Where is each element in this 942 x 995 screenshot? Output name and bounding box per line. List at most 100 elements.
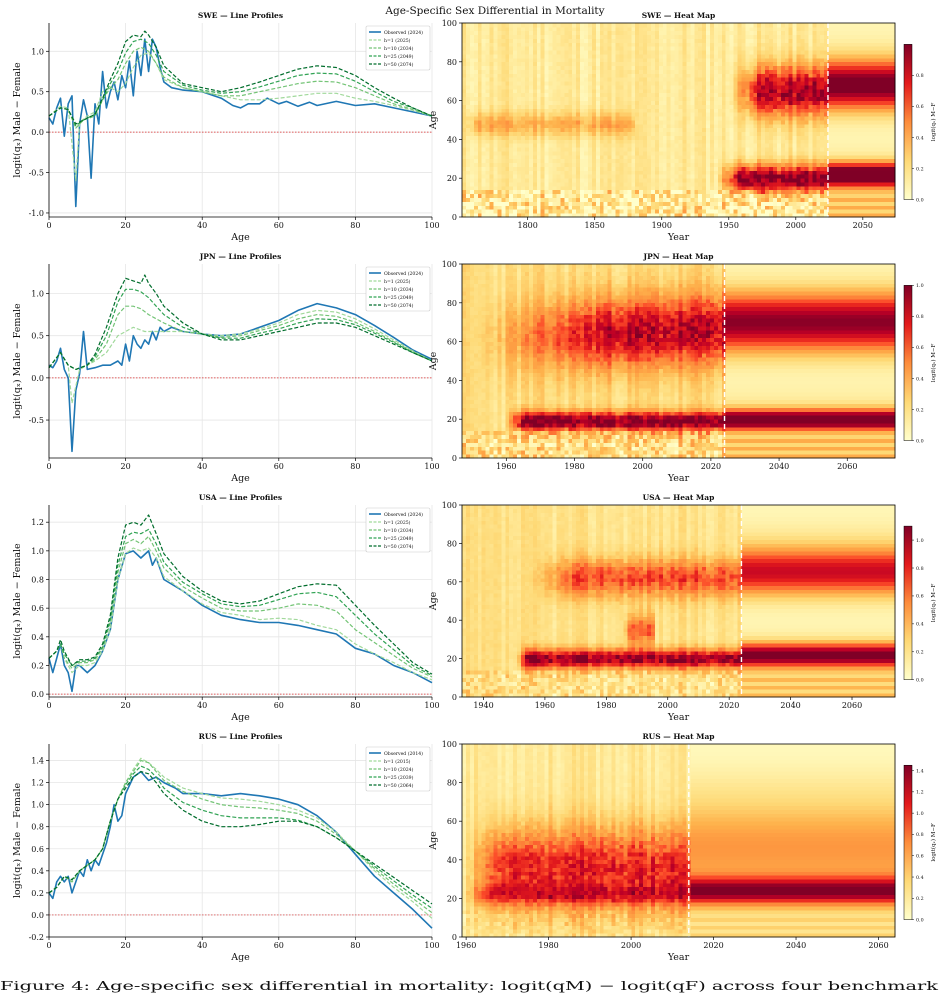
heatmap-cell [635, 104, 639, 108]
heatmap-cell [556, 97, 560, 101]
heatmap-cell [812, 136, 816, 140]
heatmap-cell [497, 81, 501, 85]
heatmap-cell [513, 163, 517, 167]
heatmap-cell [600, 89, 604, 93]
heatmap-cell [781, 23, 785, 27]
heatmap-cell [576, 163, 580, 167]
heatmap-cell [663, 116, 667, 120]
heatmap-cell [753, 35, 757, 39]
heatmap-cell [840, 104, 844, 108]
heatmap-cell [702, 198, 706, 202]
heatmap-cell [537, 77, 541, 81]
heatmap-cell [745, 151, 749, 155]
heatmap-cell [513, 120, 517, 124]
heatmap-cell [647, 151, 651, 155]
heatmap-cell [757, 163, 761, 167]
heatmap-cell [584, 97, 588, 101]
heatmap-cell [505, 85, 509, 89]
heatmap-cell [466, 159, 470, 163]
heatmap-cell [639, 62, 643, 66]
heatmap-cell [671, 174, 675, 178]
heatmap-cell [832, 139, 836, 143]
heatmap-cell [592, 147, 596, 151]
heatmap-cell [635, 58, 639, 62]
heatmap-cell [588, 104, 592, 108]
heatmap-cell [773, 77, 777, 81]
heatmap-cell [785, 136, 789, 140]
heatmap-cell [521, 104, 525, 108]
heatmap-cell [509, 35, 513, 39]
heatmap-cell [556, 116, 560, 120]
heatmap-cell [556, 167, 560, 171]
heatmap-cell [474, 70, 478, 74]
heatmap-cell [482, 23, 486, 27]
heatmap-cell [820, 174, 824, 178]
heatmap-cell [706, 209, 710, 213]
heatmap-cell [549, 198, 553, 202]
heatmap-cell [462, 139, 466, 143]
heatmap-cell [647, 89, 651, 93]
heatmap-cell [509, 31, 513, 35]
heatmap-cell [513, 155, 517, 159]
heatmap-cell [671, 120, 675, 124]
heatmap-cell [486, 163, 490, 167]
heatmap-cell [710, 120, 714, 124]
heatmap-cell [474, 58, 478, 62]
heatmap-cell [797, 178, 801, 182]
heatmap-cell [635, 101, 639, 105]
heatmap-cell [804, 143, 808, 147]
heatmap-cell [462, 39, 466, 43]
heatmap-cell [667, 205, 671, 209]
heatmap-cell [549, 159, 553, 163]
heatmap-cell [651, 128, 655, 132]
heatmap-cell [564, 167, 568, 171]
heatmap-cell [734, 27, 738, 31]
heatmap-cell [627, 205, 631, 209]
heatmap-cell [730, 116, 734, 120]
heatmap-cell [619, 108, 623, 112]
heatmap-cell [757, 104, 761, 108]
heatmap-cell [627, 104, 631, 108]
heatmap-cell [564, 77, 568, 81]
heatmap-cell [722, 27, 726, 31]
heatmap-cell [671, 182, 675, 186]
heatmap-cell [710, 190, 714, 194]
heatmap-cell [722, 139, 726, 143]
heatmap-cell [801, 39, 805, 43]
heatmap-cell [785, 50, 789, 54]
heatmap-cell [804, 23, 808, 27]
heatmap-cell [478, 178, 482, 182]
heatmap-cell [749, 39, 753, 43]
heatmap-cell [486, 101, 490, 105]
heatmap-cell [801, 170, 805, 174]
heatmap-cell [639, 35, 643, 39]
heatmap-cell [667, 170, 671, 174]
heatmap-cell [501, 205, 505, 209]
heatmap-cell [698, 116, 702, 120]
heatmap-cell [482, 120, 486, 124]
heatmap-cell [651, 101, 655, 105]
heatmap-cell [533, 81, 537, 85]
heatmap-cell [560, 116, 564, 120]
heatmap-cell [612, 73, 616, 77]
heatmap-cell [702, 143, 706, 147]
heatmap-cell [564, 62, 568, 66]
heatmap-cell [655, 116, 659, 120]
heatmap-cell [801, 163, 805, 167]
heatmap-cell [639, 42, 643, 46]
y-tick-label: -1.0 [29, 209, 44, 218]
heatmap-cell [757, 42, 761, 46]
heatmap-cell [631, 35, 635, 39]
heatmap-cell [466, 205, 470, 209]
heatmap-cell [804, 42, 808, 46]
heatmap-cell [509, 139, 513, 143]
heatmap-cell [466, 143, 470, 147]
heatmap-cell [757, 101, 761, 105]
heatmap-cell [710, 132, 714, 136]
heatmap-cell [631, 46, 635, 50]
heatmap-cell [840, 205, 844, 209]
heatmap-cell [832, 174, 836, 178]
heatmap-cell [804, 77, 808, 81]
heatmap-cell [584, 54, 588, 58]
heatmap-cell [513, 62, 517, 66]
